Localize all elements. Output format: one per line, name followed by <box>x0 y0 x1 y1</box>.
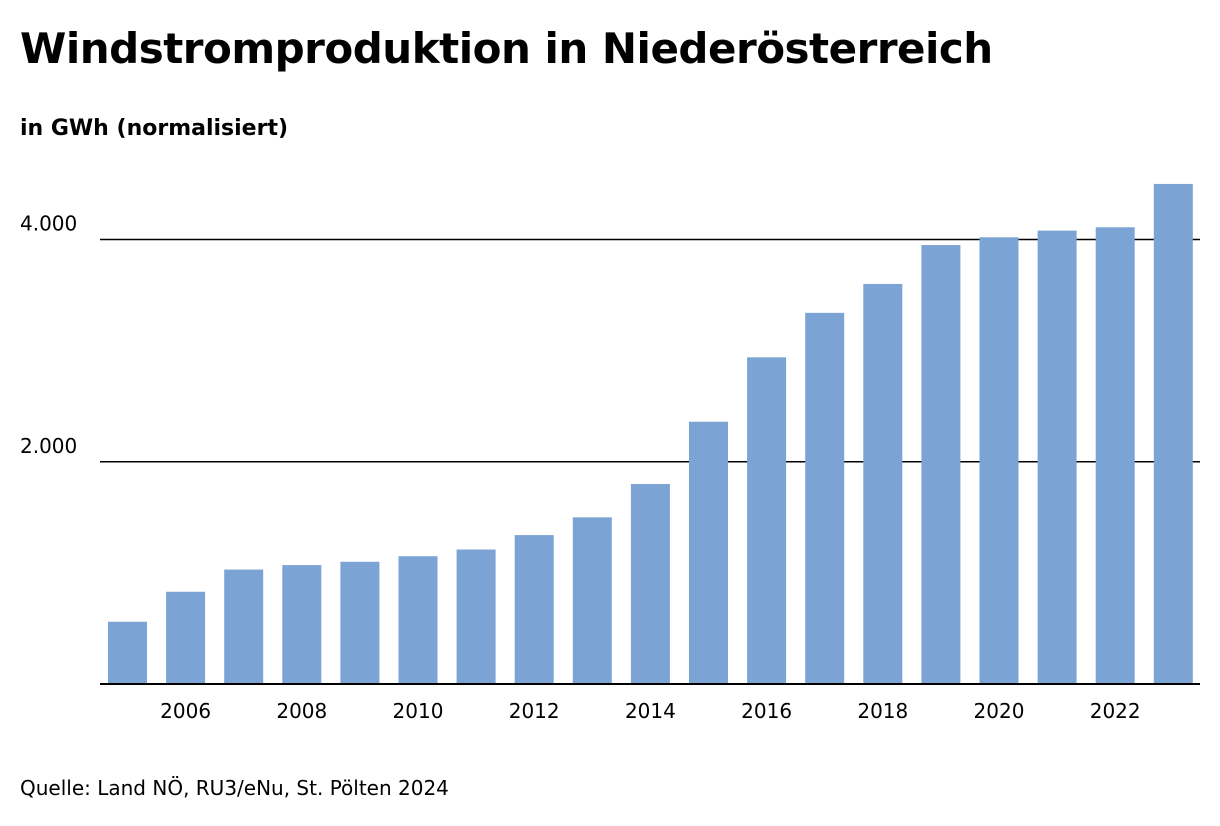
bars <box>108 183 1193 685</box>
bar-2021 <box>1037 230 1077 685</box>
x-tick-label: 2020 <box>974 699 1025 723</box>
bar-2015 <box>689 421 728 684</box>
bar-2007 <box>224 569 264 684</box>
bar-2019 <box>921 245 961 684</box>
x-tick-label: 2016 <box>741 699 792 723</box>
bar-2008 <box>282 565 322 684</box>
x-tick-label: 2006 <box>160 699 211 723</box>
x-tick-label: 2012 <box>509 699 560 723</box>
y-tick-label: 4.000 <box>20 212 77 236</box>
bar-2018 <box>863 283 903 684</box>
x-tick-label: 2008 <box>276 699 327 723</box>
bar-2011 <box>456 549 496 684</box>
grid-lines <box>100 238 1200 463</box>
bar-2013 <box>572 517 612 684</box>
bar-2005 <box>108 621 147 684</box>
y-tick-label: 2.000 <box>20 434 77 458</box>
source-note: Quelle: Land NÖ, RU3/eNu, St. Pölten 202… <box>20 776 449 800</box>
tick-labels: 2.000 4.000 2006 2008 2010 2012 2014 2016 2018 20… <box>20 212 1141 724</box>
bar-2023 <box>1153 183 1193 684</box>
bar-2014 <box>630 483 670 684</box>
x-tick-label: 2018 <box>857 699 908 723</box>
bar-2022 <box>1095 227 1135 684</box>
bar-2012 <box>514 535 554 684</box>
bar-2009 <box>340 561 380 684</box>
bar-2010 <box>398 556 438 684</box>
chart-title: Windstromproduktion in Niederösterreich <box>20 24 993 73</box>
bar-2020 <box>979 237 1019 684</box>
bar-2016 <box>747 357 787 684</box>
x-tick-label: 2022 <box>1090 699 1141 723</box>
x-tick-label: 2010 <box>393 699 444 723</box>
bar-2017 <box>805 312 845 684</box>
chart-subtitle: in GWh (normalisiert) <box>20 116 289 141</box>
bar-2006 <box>166 591 206 684</box>
x-tick-label: 2014 <box>625 699 676 723</box>
